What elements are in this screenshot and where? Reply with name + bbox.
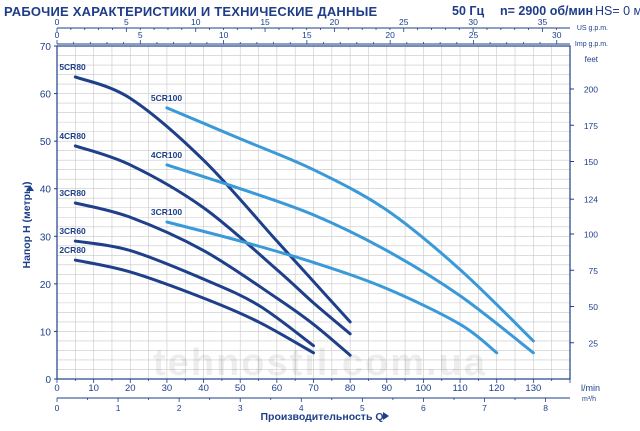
tick-label-bottom-m3h: 7 <box>482 403 487 413</box>
curve-label-2cr80: 2CR80 <box>59 245 86 255</box>
tick-label-bottom-lmin: 80 <box>345 383 356 394</box>
curve-2cr80 <box>73 258 315 355</box>
tick-label-bottom-lmin: 90 <box>381 383 392 394</box>
tick-label-bottom-lmin: 60 <box>272 383 283 394</box>
tick-label-bottom-lmin: 130 <box>525 383 541 394</box>
tick-label-right: 50 <box>589 302 599 312</box>
tick-label-bottom-m3h: 1 <box>116 403 121 413</box>
tick-label-top-us: 0 <box>55 17 60 27</box>
unit-m3h: m³/h <box>582 396 596 403</box>
tick-label-top-imp: 25 <box>469 30 479 40</box>
tick-label-bottom-m3h: 0 <box>55 403 60 413</box>
tick-label-top-imp: 20 <box>385 30 395 40</box>
tick-label-bottom-m3h: 5 <box>360 403 365 413</box>
tick-label-right: 200 <box>584 85 598 95</box>
tick-label-left: 10 <box>40 327 52 338</box>
tick-label-right: 25 <box>589 338 599 348</box>
watermark: tehnostil.com.ua <box>153 342 487 384</box>
tick-label-right: 124 <box>584 195 598 205</box>
curve-label-5cr80: 5CR80 <box>59 62 86 72</box>
curve-4cr80 <box>73 144 352 336</box>
tick-label-top-imp: 5 <box>138 30 143 40</box>
curve-3cr80 <box>73 201 352 357</box>
curve-label-3cr80: 3CR80 <box>59 188 86 198</box>
tick-label-top-us: 10 <box>191 17 201 27</box>
speed-label: n= 2900 об/мин <box>500 4 593 18</box>
tick-label-bottom-lmin: 0 <box>54 383 59 394</box>
y-axis-arrow-icon <box>26 185 34 191</box>
tick-label-right: 75 <box>589 266 599 276</box>
hs-label: HS= 0 м <box>595 4 640 18</box>
tick-label-right: 150 <box>584 157 598 167</box>
tick-label-bottom-lmin: 110 <box>452 383 467 394</box>
tick-label-left: 70 <box>40 42 52 53</box>
y-axis-title: Напор H (метры) <box>21 182 33 269</box>
tick-label-bottom-m3h: 6 <box>421 403 426 413</box>
curve-5cr100 <box>165 106 535 343</box>
unit-lmin: l/min <box>581 383 600 393</box>
tick-label-bottom-lmin: 50 <box>235 383 246 394</box>
tick-label-left: 0 <box>45 375 51 386</box>
tick-label-bottom-m3h: 8 <box>543 403 548 413</box>
tick-label-left: 20 <box>40 280 52 291</box>
tick-label-top-us: 5 <box>124 17 129 27</box>
curve-label-4cr80: 4CR80 <box>59 131 86 141</box>
tick-label-right: 175 <box>584 121 598 131</box>
tick-label-bottom-lmin: 20 <box>125 383 136 394</box>
tick-label-left: 30 <box>40 232 52 243</box>
curve-4cr100 <box>165 163 535 355</box>
tick-label-top-imp: 10 <box>219 30 229 40</box>
frequency-label: 50 Гц <box>452 4 485 18</box>
curve-3cr100 <box>165 220 499 355</box>
tick-label-bottom-lmin: 100 <box>415 383 431 394</box>
curve-3cr60 <box>73 239 315 348</box>
tick-label-left: 50 <box>40 137 52 148</box>
curve-label-3cr100: 3CR100 <box>151 207 182 217</box>
x-axis-arrow-icon <box>383 412 389 420</box>
tick-label-bottom-lmin: 70 <box>308 383 319 394</box>
x-axis-title: Производительность Q <box>260 411 383 423</box>
tick-label-top-imp: 15 <box>302 30 312 40</box>
tick-label-top-us: 30 <box>468 17 478 27</box>
tick-label-left: 40 <box>40 185 52 196</box>
chart-title: РАБОЧИЕ ХАРАКТЕРИСТИКИ И ТЕХНИЧЕСКИЕ ДАН… <box>4 4 378 19</box>
tick-label-top-us: 25 <box>399 17 409 27</box>
curve-5cr80 <box>73 75 352 324</box>
tick-label-bottom-m3h: 4 <box>299 403 304 413</box>
unit-imp-gpm: Imp g.p.m. <box>575 41 608 48</box>
tick-label-bottom-lmin: 40 <box>198 383 209 394</box>
unit-us-gpm: US g.p.m. <box>577 25 608 32</box>
curve-label-3cr60: 3CR60 <box>59 226 86 236</box>
tick-label-top-us: 20 <box>330 17 340 27</box>
curve-label-4cr100: 4CR100 <box>151 150 182 160</box>
curve-label-5cr100: 5CR100 <box>151 93 182 103</box>
tick-label-bottom-m3h: 2 <box>177 403 182 413</box>
tick-label-right: 100 <box>584 230 598 240</box>
tick-label-top-us: 15 <box>260 17 270 27</box>
tick-label-bottom-lmin: 120 <box>489 383 505 394</box>
tick-label-top-imp: 0 <box>55 30 60 40</box>
tick-label-bottom-lmin: 10 <box>88 383 99 394</box>
tick-label-bottom-m3h: 3 <box>238 403 243 413</box>
tick-label-top-imp: 30 <box>552 30 562 40</box>
tick-label-left: 60 <box>40 90 52 101</box>
tick-label-top-us: 35 <box>538 17 548 27</box>
unit-feet: feet <box>585 55 599 64</box>
tick-label-bottom-lmin: 30 <box>162 383 173 394</box>
